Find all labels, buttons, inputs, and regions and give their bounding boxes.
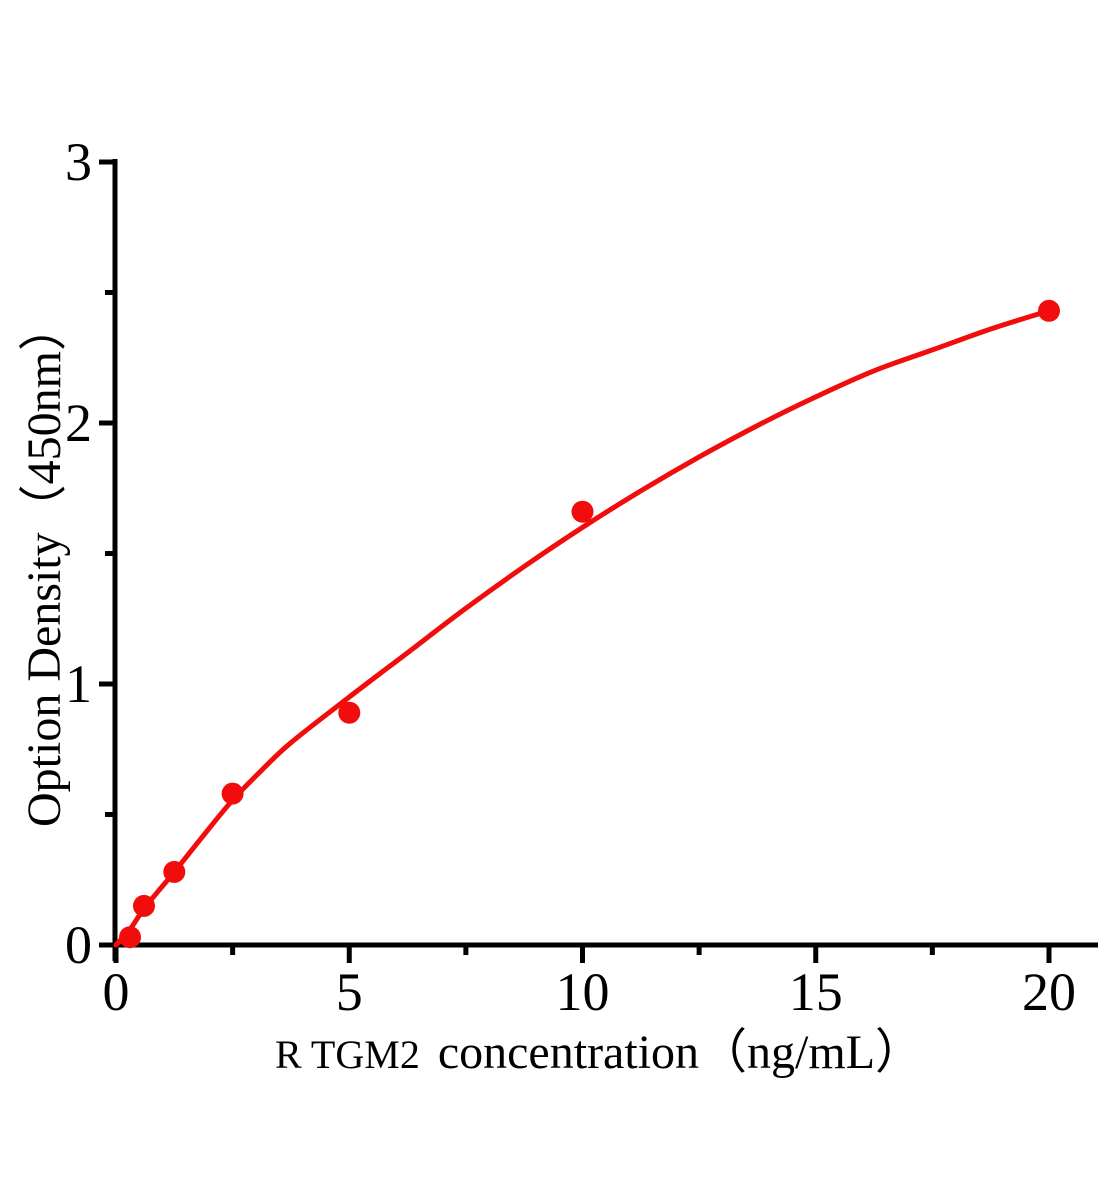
data-point bbox=[163, 860, 186, 883]
x-axis-major-ticks bbox=[113, 945, 1052, 963]
fit-curve-line bbox=[113, 308, 1052, 948]
x-axis-tick-labels: 0 5 10 15 20 bbox=[103, 962, 1077, 1022]
data-points bbox=[119, 299, 1060, 949]
y-tick-label: 3 bbox=[65, 132, 92, 192]
x-axis-label: R TGM2 concentration（ng/mL） bbox=[275, 1026, 923, 1079]
y-axis-label: Option Density（450nm） bbox=[18, 303, 71, 827]
x-tick-label: 20 bbox=[1022, 962, 1076, 1022]
x-tick-label: 15 bbox=[789, 962, 843, 1022]
x-axis-label-main: concentration（ng/mL） bbox=[438, 1026, 923, 1079]
y-axis-major-ticks bbox=[99, 159, 115, 948]
data-point bbox=[1038, 299, 1060, 322]
data-point bbox=[221, 782, 244, 805]
x-tick-label: 10 bbox=[556, 962, 610, 1022]
y-tick-label: 2 bbox=[65, 393, 92, 453]
y-axis-minor-ticks bbox=[105, 290, 115, 817]
data-point bbox=[133, 894, 155, 917]
y-axis-tick-labels: 0 1 2 3 bbox=[65, 132, 92, 975]
y-tick-label: 0 bbox=[65, 915, 92, 975]
x-tick-label: 0 bbox=[103, 962, 130, 1022]
data-point bbox=[119, 926, 141, 949]
x-axis-label-prefix: R TGM2 bbox=[275, 1032, 420, 1077]
data-point bbox=[571, 500, 594, 523]
x-tick-label: 5 bbox=[336, 962, 363, 1022]
data-point bbox=[338, 701, 361, 724]
y-tick-label: 1 bbox=[65, 654, 92, 714]
x-axis-minor-ticks bbox=[230, 945, 935, 955]
